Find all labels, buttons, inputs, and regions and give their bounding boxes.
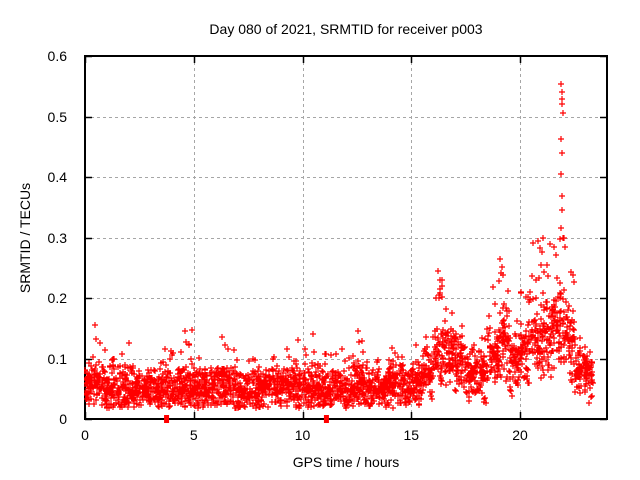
scatter-points [84, 81, 596, 411]
x-tick-label-5: 5 [189, 427, 198, 443]
chart-title: Day 080 of 2021, SRMTID for receiver p00… [209, 21, 483, 37]
x-axis-label: GPS time / hours [292, 454, 400, 470]
x-tick-label-10: 10 [294, 427, 311, 443]
x-tick-label-15: 15 [403, 427, 420, 443]
y-tick-label-0.2: 0.2 [47, 290, 67, 306]
axis-ticks [84, 55, 607, 421]
y-tick-label-0.3: 0.3 [47, 229, 67, 246]
zero-value-markers [164, 415, 329, 423]
y-tick-label-0.1: 0.1 [47, 350, 67, 367]
y-tick-label-0: 0 [59, 411, 67, 427]
y-tick-label-0.6: 0.6 [47, 48, 67, 64]
y-tick-label-0.4: 0.4 [47, 169, 67, 185]
x-tick-label-0: 0 [81, 427, 89, 443]
x-tick-label-20: 20 [512, 427, 528, 443]
plot-frame [84, 55, 608, 420]
y-tick-label-0.5: 0.5 [47, 108, 67, 125]
